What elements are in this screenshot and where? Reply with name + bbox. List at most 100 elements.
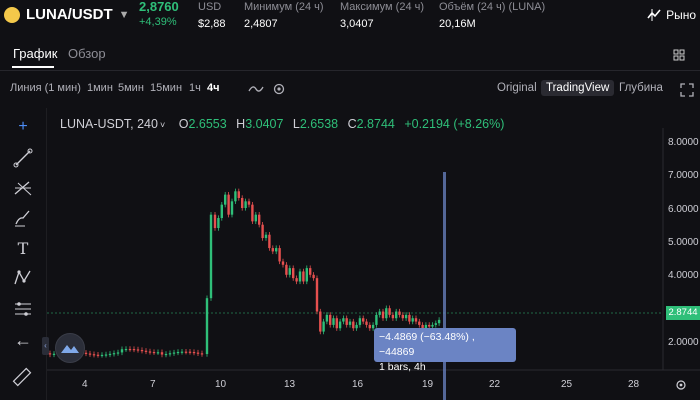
candle-body <box>234 191 237 202</box>
interval-1min[interactable]: 1мин <box>87 82 113 94</box>
candle-body <box>48 353 52 355</box>
candle-body <box>424 324 428 329</box>
trend-line-icon[interactable] <box>13 148 33 168</box>
candle-body <box>192 352 196 354</box>
high-value: 3.0407 <box>245 117 284 131</box>
pattern-tool-icon[interactable] <box>13 268 33 288</box>
y-tick-label: 2.0000 <box>668 337 699 348</box>
interval-1h[interactable]: 1ч <box>189 82 201 94</box>
candle-body <box>298 271 302 282</box>
change-value: +0.2194 (+8.26%) <box>404 117 505 131</box>
candle-body <box>292 268 295 279</box>
x-tick-label: 19 <box>422 379 434 390</box>
interval-15min[interactable]: 15мин <box>150 82 183 94</box>
axis-settings-gear-icon[interactable] <box>675 379 687 391</box>
candle-body <box>312 274 315 279</box>
candle-body <box>168 353 172 355</box>
view-depth[interactable]: Глубина <box>619 82 663 94</box>
candle-body <box>275 248 278 252</box>
candle-body <box>401 314 404 319</box>
grid-layout-icon[interactable] <box>673 49 685 61</box>
candle-body <box>381 311 385 319</box>
candle-body <box>128 348 132 351</box>
settings-gear-icon[interactable] <box>272 82 286 96</box>
candle-body <box>148 351 152 353</box>
candle-body <box>247 201 251 205</box>
back-arrow-icon[interactable]: ← <box>14 330 32 350</box>
candle-body <box>404 314 408 319</box>
measure-tool-icon[interactable] <box>13 299 33 319</box>
brush-icon[interactable] <box>13 208 33 228</box>
candle-body <box>136 349 140 351</box>
candle-body <box>322 321 325 332</box>
candle-body <box>258 214 261 225</box>
candle-body <box>164 353 168 356</box>
candle-body <box>428 324 431 327</box>
candle-body <box>261 224 264 239</box>
candle-body <box>378 311 381 315</box>
candle-body <box>176 351 180 354</box>
candle-body <box>220 204 223 219</box>
tab-overview[interactable]: Обзор <box>68 46 106 61</box>
text-tool-icon[interactable]: T <box>17 239 29 258</box>
chevron-down-icon[interactable]: ˅ <box>159 120 166 130</box>
tooltip-line-2: 1 bars, 4h <box>379 361 426 373</box>
candle-body <box>116 352 120 354</box>
candle-body <box>100 354 104 357</box>
x-tick-label: 16 <box>352 379 364 390</box>
line-interval-button[interactable]: Линия (1 мин) <box>10 82 81 94</box>
symbol-label[interactable]: LUNA-USDT, 240 <box>60 117 158 131</box>
fib-tool-icon[interactable] <box>13 178 33 198</box>
close-label: C <box>347 117 357 131</box>
candle-body <box>254 214 257 222</box>
candle-body <box>285 264 288 275</box>
open-label: O <box>178 117 189 131</box>
candle-body <box>217 218 220 229</box>
candle-body <box>88 353 92 355</box>
candle-body <box>152 351 156 354</box>
candle-body <box>305 268 308 282</box>
candle-body <box>385 308 388 319</box>
interval-5min[interactable]: 5мин <box>118 82 144 94</box>
market-button[interactable]: Рыно <box>647 8 696 22</box>
candle-body <box>230 201 234 215</box>
candle-body <box>348 321 352 325</box>
candle-body <box>281 261 285 265</box>
candle-body <box>268 234 271 249</box>
candles <box>48 188 441 358</box>
fullscreen-icon[interactable] <box>680 83 694 97</box>
candle-body <box>52 353 56 355</box>
tab-chart[interactable]: График <box>13 46 58 61</box>
candle-body <box>92 354 96 356</box>
volume-label: Объём (24 ч) (LUNA) <box>439 1 546 13</box>
candle-body <box>271 248 274 252</box>
view-original[interactable]: Original <box>497 82 537 94</box>
candle-body <box>120 349 124 353</box>
collapse-toolbar-icon[interactable]: ‹ <box>42 337 49 355</box>
usd-stat: USD $2,88 <box>198 0 226 31</box>
candle-body <box>411 318 414 322</box>
last-price: 2,8760 <box>139 0 179 14</box>
price-change: +4,39% <box>139 16 177 28</box>
chart-type-icon[interactable] <box>248 83 264 95</box>
interval-4h[interactable]: 4ч <box>207 82 220 94</box>
pair-selector[interactable]: LUNA/USDT ▼ <box>4 6 130 23</box>
view-tradingview[interactable]: TradingView <box>541 80 615 96</box>
candle-body <box>104 354 108 356</box>
candle-body <box>140 350 144 352</box>
crosshair-icon[interactable]: + <box>18 118 28 135</box>
candle-body <box>408 314 411 322</box>
high-stat: Максимум (24 ч) 3,0407 <box>340 0 424 31</box>
candle-body <box>244 201 247 208</box>
ruler-icon[interactable] <box>11 366 33 388</box>
candle-body <box>355 324 358 329</box>
x-tick-label: 13 <box>284 379 296 390</box>
luna-logo-icon <box>4 6 20 23</box>
candle-body <box>342 318 345 322</box>
candle-body <box>213 214 217 229</box>
x-tick-label: 25 <box>561 379 573 390</box>
drawing-toolbar: + T ← <box>0 108 47 400</box>
active-tab-indicator <box>12 66 54 68</box>
volume-stat: Объём (24 ч) (LUNA) 20,16M <box>439 0 545 31</box>
